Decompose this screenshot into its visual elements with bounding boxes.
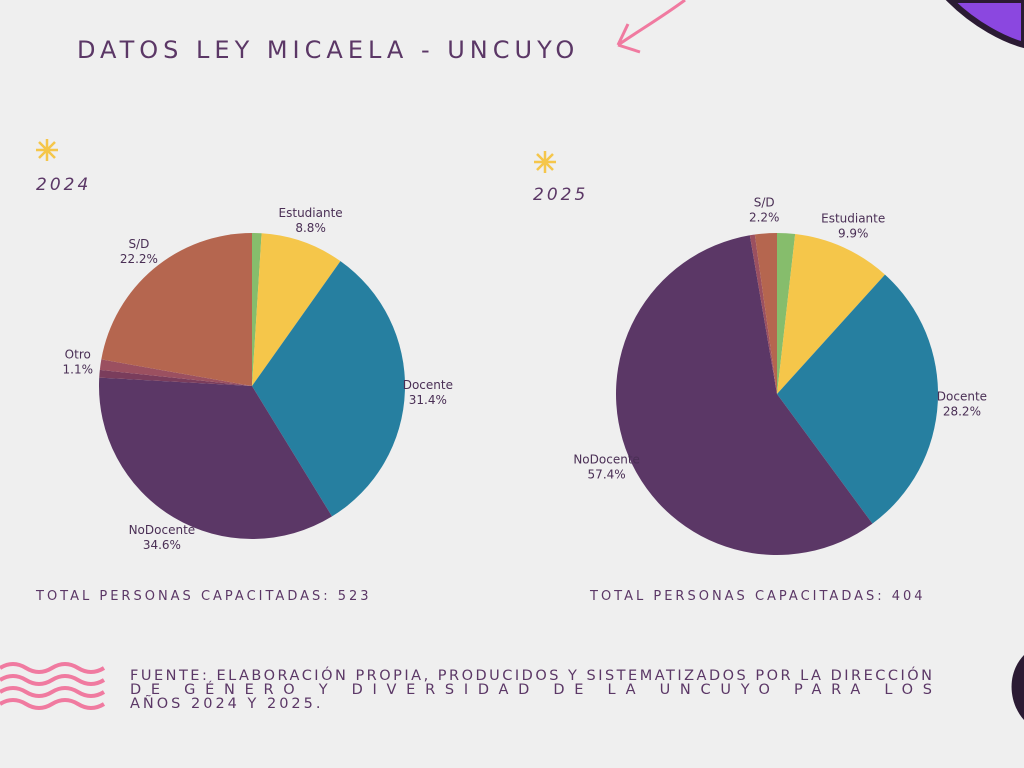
pie-slice <box>777 274 939 524</box>
slice-label: S/D <box>128 237 149 251</box>
chart-footer: TOTAL PERSONAS CAPACITADAS: 404 <box>589 589 926 604</box>
decor-arrow <box>616 0 686 54</box>
chart-subtitle: 2024 <box>36 175 91 195</box>
slice-value-label: 57.4% <box>588 467 626 481</box>
slice-label: Estudiante <box>279 206 343 220</box>
slice-value-label: 34.6% <box>143 538 181 552</box>
slice-value-label: 8.8% <box>295 221 326 235</box>
pie-slice <box>99 359 252 386</box>
slice-label: Docente <box>937 389 987 403</box>
chart-subtitle: 2025 <box>533 185 588 205</box>
decor-star <box>36 139 556 173</box>
slice-value-label: 1.1% <box>63 362 94 376</box>
charts: 2024 TOTAL PERSONAS CAPACITADAS: 523 Estud… <box>35 175 987 604</box>
slice-label: Estudiante <box>821 211 885 225</box>
page-title: DATOS LEY MICAELA - UNCUYO <box>77 36 579 64</box>
pie-slice <box>98 377 333 539</box>
pie-slice <box>777 233 796 394</box>
slice-value-label: 2.2% <box>749 210 780 224</box>
pie-slice <box>252 261 405 517</box>
decor-blob <box>1011 655 1024 720</box>
pie-slice <box>252 233 262 386</box>
pie-slice <box>777 234 885 394</box>
source-note: FUENTE: ELABORACIÓN PROPIA, PRODUCIDOS Y… <box>130 666 935 712</box>
chart-footer: TOTAL PERSONAS CAPACITADAS: 523 <box>35 589 372 604</box>
slice-value-label: 31.4% <box>409 393 447 407</box>
pie-slice <box>616 235 873 555</box>
pie-slice <box>749 234 777 394</box>
pie-slice <box>754 233 777 394</box>
slice-label: NoDocente <box>573 452 640 466</box>
pie-slice <box>101 233 252 386</box>
slice-label: NoDocente <box>129 523 196 537</box>
pie-slice <box>252 233 341 386</box>
decor-waves <box>0 662 106 710</box>
slice-label: S/D <box>754 195 775 209</box>
slice-value-label: 22.2% <box>120 252 158 266</box>
slice-value-label: 9.9% <box>838 226 869 240</box>
pie-slice <box>99 369 252 386</box>
slice-value-label: 28.2% <box>943 404 981 418</box>
slice-label: Otro <box>65 347 91 361</box>
slice-label: Docente <box>403 378 453 392</box>
